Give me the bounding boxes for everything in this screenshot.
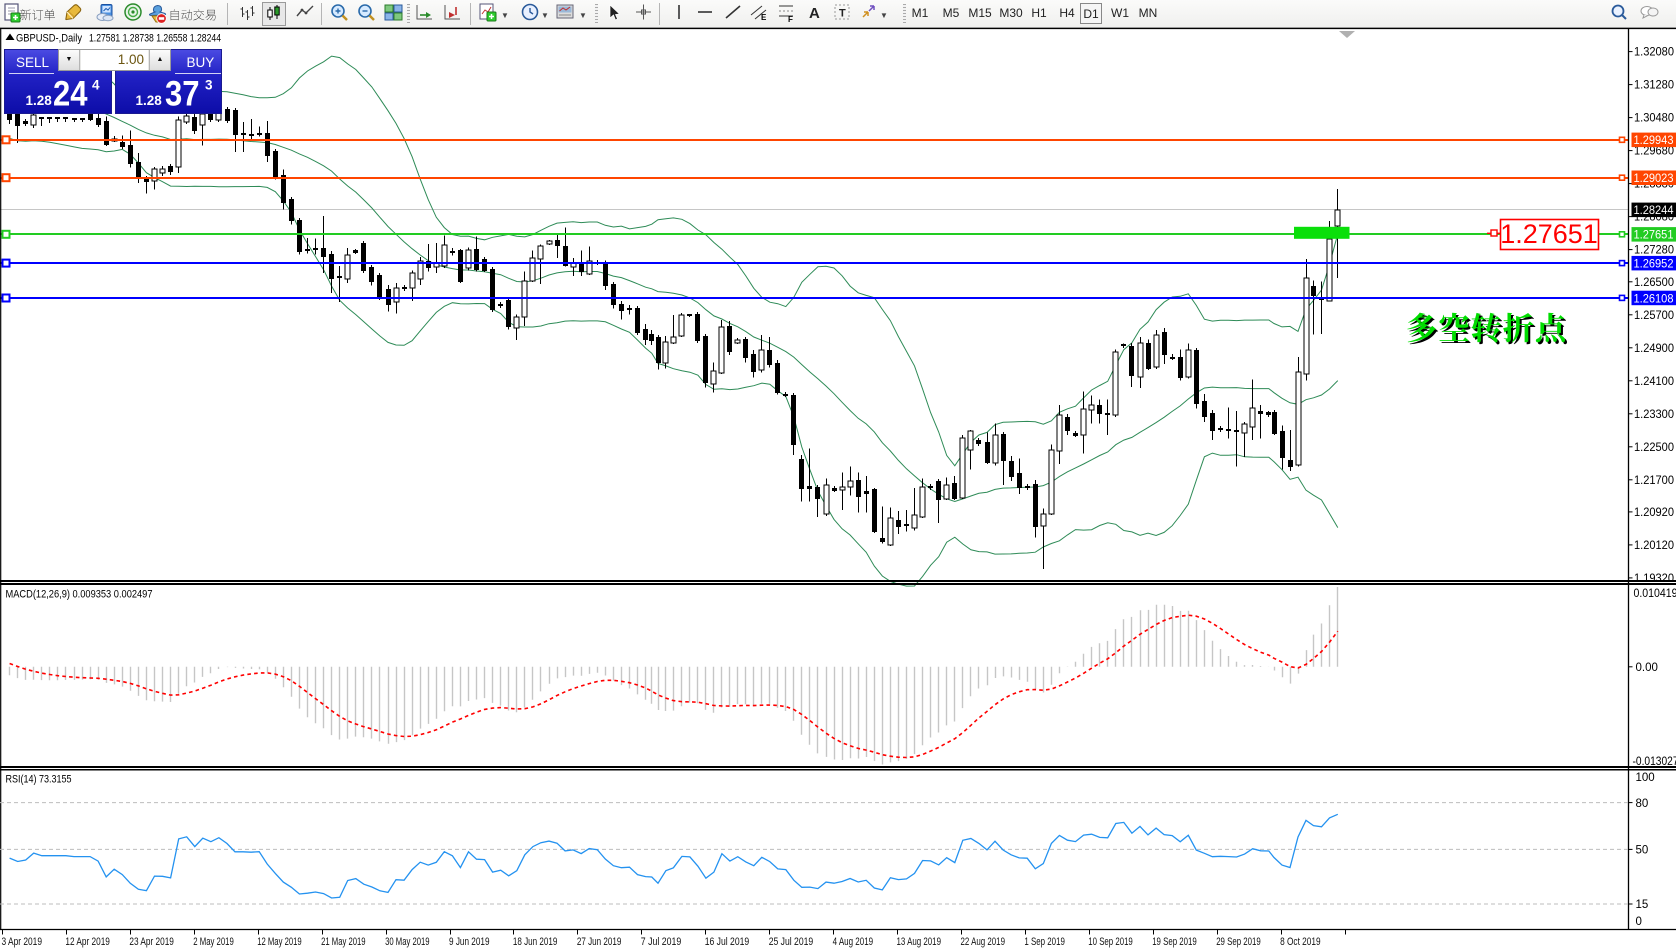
- svg-text:9 Jun 2019: 9 Jun 2019: [449, 936, 490, 948]
- svg-text:12 Apr 2019: 12 Apr 2019: [65, 936, 110, 948]
- svg-text:F: F: [788, 15, 793, 24]
- svg-text:1.19320: 1.19320: [1634, 573, 1674, 585]
- svg-text:25 Jul 2019: 25 Jul 2019: [769, 936, 814, 948]
- svg-text:0.00: 0.00: [1636, 662, 1658, 674]
- svg-text:100: 100: [1636, 772, 1655, 784]
- svg-text:-0.013027: -0.013027: [1633, 756, 1676, 768]
- svg-text:15: 15: [1636, 899, 1649, 911]
- svg-text:1.26500: 1.26500: [1634, 277, 1674, 289]
- svg-text:1.32080: 1.32080: [1634, 47, 1674, 59]
- svg-text:1.25700: 1.25700: [1634, 310, 1674, 322]
- svg-text:1.29680: 1.29680: [1634, 146, 1674, 158]
- svg-text:GBPUSD-,Daily: GBPUSD-,Daily: [16, 33, 82, 45]
- svg-text:RSI(14) 73.3155: RSI(14) 73.3155: [6, 774, 72, 786]
- svg-text:7 Jul 2019: 7 Jul 2019: [641, 936, 682, 948]
- svg-text:24: 24: [53, 75, 88, 114]
- svg-text:3: 3: [205, 78, 213, 93]
- svg-text:3 Apr 2019: 3 Apr 2019: [2, 936, 43, 948]
- svg-text:1.31280: 1.31280: [1634, 80, 1674, 92]
- svg-text:23 Apr 2019: 23 Apr 2019: [129, 936, 174, 948]
- svg-text:1.28244: 1.28244: [1634, 205, 1675, 217]
- svg-text:1.29023: 1.29023: [1634, 173, 1674, 185]
- svg-text:1.27280: 1.27280: [1634, 245, 1674, 257]
- svg-text:0.010419: 0.010419: [1634, 588, 1676, 600]
- svg-text:37: 37: [165, 75, 200, 114]
- svg-text:1.26952: 1.26952: [1634, 259, 1674, 271]
- svg-text:1.26108: 1.26108: [1634, 293, 1674, 305]
- svg-text:1.30480: 1.30480: [1634, 113, 1674, 125]
- svg-text:18 Jun 2019: 18 Jun 2019: [513, 936, 558, 948]
- svg-text:4: 4: [92, 78, 100, 93]
- svg-text:29 Sep 2019: 29 Sep 2019: [1216, 936, 1261, 948]
- svg-text:8 Oct 2019: 8 Oct 2019: [1280, 936, 1321, 948]
- svg-text:22 Aug 2019: 22 Aug 2019: [961, 936, 1006, 948]
- svg-text:1.27581 1.28738 1.26558 1.2824: 1.27581 1.28738 1.26558 1.28244: [89, 33, 221, 45]
- svg-text:1.23300: 1.23300: [1634, 409, 1674, 421]
- svg-text:19 Sep 2019: 19 Sep 2019: [1152, 936, 1197, 948]
- svg-text:1.20120: 1.20120: [1634, 540, 1674, 552]
- svg-text:50: 50: [1636, 845, 1649, 857]
- svg-text:1.27651: 1.27651: [1500, 219, 1598, 249]
- svg-text:80: 80: [1636, 798, 1649, 810]
- svg-text:21 May 2019: 21 May 2019: [321, 936, 366, 948]
- svg-text:1.24900: 1.24900: [1634, 343, 1674, 355]
- svg-text:T: T: [839, 8, 846, 20]
- svg-text:13 Aug 2019: 13 Aug 2019: [897, 936, 942, 948]
- svg-text:1.27651: 1.27651: [1634, 230, 1674, 242]
- svg-text:16 Jul 2019: 16 Jul 2019: [705, 936, 750, 948]
- svg-text:1.24100: 1.24100: [1634, 376, 1674, 388]
- svg-text:2 May 2019: 2 May 2019: [193, 936, 234, 948]
- svg-text:1.20920: 1.20920: [1634, 507, 1674, 519]
- svg-text:MACD(12,26,9) 0.009353 0.00249: MACD(12,26,9) 0.009353 0.002497: [6, 589, 153, 601]
- svg-text:4 Aug 2019: 4 Aug 2019: [833, 936, 874, 948]
- svg-text:1 Sep 2019: 1 Sep 2019: [1024, 936, 1065, 948]
- svg-text:27 Jun 2019: 27 Jun 2019: [577, 936, 622, 948]
- svg-text:0: 0: [1636, 916, 1642, 928]
- svg-text:10 Sep 2019: 10 Sep 2019: [1088, 936, 1133, 948]
- svg-text:1.29943: 1.29943: [1634, 135, 1674, 147]
- svg-text:1.28: 1.28: [135, 93, 162, 108]
- svg-text:30 May 2019: 30 May 2019: [385, 936, 430, 948]
- svg-text:1.22500: 1.22500: [1634, 442, 1674, 454]
- svg-text:E: E: [761, 13, 767, 22]
- svg-text:12 May 2019: 12 May 2019: [257, 936, 302, 948]
- svg-text:1.28: 1.28: [26, 93, 53, 108]
- svg-text:1.21700: 1.21700: [1634, 475, 1674, 487]
